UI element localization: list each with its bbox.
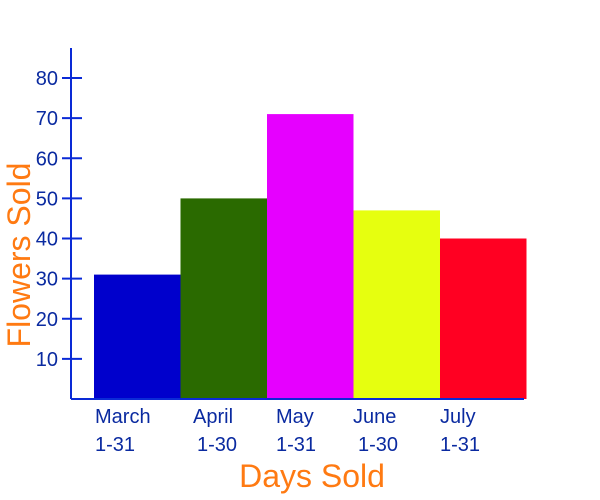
y-tick-label-80: 80 bbox=[36, 68, 58, 90]
bar-june bbox=[353, 210, 440, 399]
x-tick-label-march: March bbox=[95, 406, 151, 428]
axes-group bbox=[70, 48, 524, 400]
y-tick-label-10: 10 bbox=[36, 349, 58, 371]
bar-may bbox=[267, 114, 354, 399]
bars-group bbox=[94, 114, 527, 399]
bar-april bbox=[180, 198, 267, 399]
x-tick-label-may: May bbox=[276, 406, 314, 428]
y-axis-title: Flowers Sold bbox=[1, 163, 37, 348]
bar-march bbox=[94, 274, 181, 399]
y-tick-label-30: 30 bbox=[36, 269, 58, 291]
bar-july bbox=[440, 238, 527, 399]
x-tick-labels-group: March 1-31 April 1-30 May 1-31 June 1-30 July 1-3… bbox=[95, 406, 480, 456]
x-axis-title: Days Sold bbox=[239, 458, 385, 494]
x-tick-sublabel-march: 1-31 bbox=[95, 434, 135, 456]
x-tick-sublabel-april: 1-30 bbox=[197, 434, 237, 456]
y-tick-label-70: 70 bbox=[36, 108, 58, 130]
y-ticks-group: 10 20 30 40 50 60 70 80 bbox=[36, 68, 82, 371]
x-tick-sublabel-june: 1-30 bbox=[358, 434, 398, 456]
x-tick-sublabel-may: 1-31 bbox=[276, 434, 316, 456]
x-tick-label-june: June bbox=[353, 406, 396, 428]
x-tick-label-july: July bbox=[440, 406, 476, 428]
x-tick-label-april: April bbox=[193, 406, 233, 428]
y-tick-label-20: 20 bbox=[36, 309, 58, 331]
x-tick-sublabel-july: 1-31 bbox=[440, 434, 480, 456]
y-tick-label-40: 40 bbox=[36, 229, 58, 251]
y-tick-label-50: 50 bbox=[36, 188, 58, 210]
y-tick-label-60: 60 bbox=[36, 148, 58, 170]
